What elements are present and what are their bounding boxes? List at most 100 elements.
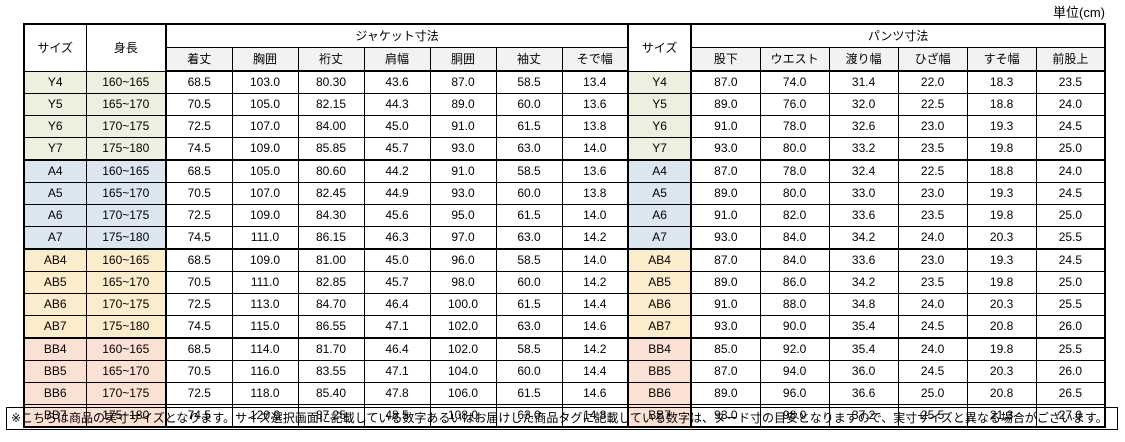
jacket-value-cell: 100.0 bbox=[429, 293, 497, 316]
jacket-value-cell: 95.0 bbox=[429, 204, 497, 227]
pants-value-cell: 24.5 bbox=[897, 360, 968, 383]
pants-value-cell: 87.0 bbox=[690, 159, 761, 183]
jacket-value-cell: 72.5 bbox=[165, 115, 233, 138]
size-row: AB7 175~180 74.5 115.0 86.55 47.1 102.0 63.0 14.… bbox=[23, 315, 1106, 339]
row-size-label: BB6 bbox=[23, 382, 87, 405]
jacket-value-cell: 105.0 bbox=[231, 93, 299, 116]
jacket-value-cell: 46.4 bbox=[363, 293, 431, 316]
pants-value-cell: 20.3 bbox=[966, 226, 1037, 250]
pants-value-cell: 35.4 bbox=[828, 337, 899, 361]
pants-column-header: 前股上 bbox=[1035, 47, 1106, 72]
jacket-value-cell: 45.6 bbox=[363, 204, 431, 227]
jacket-value-cell: 116.0 bbox=[231, 360, 299, 383]
size-chart-table: サイズ 身長 ジャケット寸法 サイズ パンツ寸法 着丈 胸囲 裄丈 肩幅 胴囲 袖丈 そで幅… bbox=[23, 23, 1107, 428]
pants-value-cell: 23.0 bbox=[897, 182, 968, 205]
note-text: ※こちらは商品の実寸サイズとなります。サイズ選択画面に記載している数字あるいはお… bbox=[11, 411, 1108, 425]
row-height-range: 170~175 bbox=[85, 382, 167, 405]
jacket-value-cell: 81.70 bbox=[297, 337, 365, 361]
pants-value-cell: 23.5 bbox=[1035, 70, 1106, 94]
jacket-value-cell: 113.0 bbox=[231, 293, 299, 316]
pants-value-cell: 89.0 bbox=[690, 182, 761, 205]
pants-value-cell: 26.0 bbox=[1035, 360, 1106, 383]
pants-value-cell: 88.0 bbox=[759, 293, 830, 316]
jacket-value-cell: 84.00 bbox=[297, 115, 365, 138]
row-height-range: 165~170 bbox=[85, 271, 167, 294]
pants-value-cell: 94.0 bbox=[759, 360, 830, 383]
jacket-value-cell: 114.0 bbox=[231, 337, 299, 361]
pants-value-cell: 91.0 bbox=[690, 115, 761, 138]
jacket-value-cell: 118.0 bbox=[231, 382, 299, 405]
pants-value-cell: 27.0 bbox=[1035, 404, 1106, 428]
pants-value-cell: 25.0 bbox=[897, 382, 968, 405]
jacket-value-cell: 13.6 bbox=[561, 159, 629, 183]
section-header-row: サイズ 身長 ジャケット寸法 サイズ パンツ寸法 bbox=[23, 23, 1106, 72]
jacket-value-cell: 14.2 bbox=[561, 226, 629, 250]
jacket-column-header: 胸囲 bbox=[231, 47, 299, 72]
jacket-value-cell: 107.0 bbox=[231, 182, 299, 205]
row-height-range: 165~170 bbox=[85, 93, 167, 116]
pants-value-cell: 25.5 bbox=[897, 404, 968, 428]
pants-value-cell: 84.0 bbox=[759, 248, 830, 272]
size-row: BB5 165~170 70.5 116.0 83.55 47.1 104.0 60.0 14.… bbox=[23, 360, 1106, 383]
jacket-value-cell: 87.0 bbox=[429, 70, 497, 94]
pants-value-cell: 19.8 bbox=[966, 337, 1037, 361]
pants-value-cell: 18.3 bbox=[966, 70, 1037, 94]
jacket-value-cell: 60.0 bbox=[495, 93, 563, 116]
pants-value-cell: 78.0 bbox=[759, 159, 830, 183]
pants-value-cell: 19.8 bbox=[966, 204, 1037, 227]
size-row: Y7 175~180 74.5 109.0 85.85 45.7 93.0 63.0 14.0 Y… bbox=[23, 137, 1106, 161]
row-size-label-right: AB6 bbox=[627, 293, 693, 316]
size-row: Y5 165~170 70.5 105.0 82.15 44.3 89.0 60.0 13.6 Y… bbox=[23, 93, 1106, 116]
pants-value-cell: 25.0 bbox=[1035, 137, 1106, 161]
pants-value-cell: 24.5 bbox=[1035, 248, 1106, 272]
size-row: A4 160~165 68.5 105.0 80.60 44.2 91.0 58.5 13.6 A… bbox=[23, 159, 1106, 183]
pants-value-cell: 74.0 bbox=[759, 70, 830, 94]
pants-value-cell: 18.8 bbox=[966, 93, 1037, 116]
pants-value-cell: 25.0 bbox=[1035, 271, 1106, 294]
jacket-value-cell: 86.55 bbox=[297, 315, 365, 339]
jacket-value-cell: 63.0 bbox=[495, 226, 563, 250]
jacket-value-cell: 93.0 bbox=[429, 137, 497, 161]
pants-value-cell: 22.5 bbox=[897, 159, 968, 183]
row-height-range: 160~165 bbox=[85, 70, 167, 94]
pants-value-cell: 89.0 bbox=[690, 271, 761, 294]
jacket-value-cell: 70.5 bbox=[165, 271, 233, 294]
jacket-value-cell: 63.0 bbox=[495, 404, 563, 428]
jacket-value-cell: 60.0 bbox=[495, 271, 563, 294]
jacket-value-cell: 68.5 bbox=[165, 70, 233, 94]
jacket-value-cell: 58.5 bbox=[495, 248, 563, 272]
jacket-value-cell: 14.4 bbox=[561, 360, 629, 383]
jacket-value-cell: 13.6 bbox=[561, 93, 629, 116]
pants-value-cell: 24.0 bbox=[897, 337, 968, 361]
jacket-value-cell: 102.0 bbox=[429, 337, 497, 361]
pants-value-cell: 24.0 bbox=[1035, 93, 1106, 116]
size-column-header-right: サイズ bbox=[627, 23, 693, 72]
pants-value-cell: 32.0 bbox=[828, 93, 899, 116]
row-height-range: 165~170 bbox=[85, 182, 167, 205]
jacket-value-cell: 47.1 bbox=[363, 360, 431, 383]
jacket-value-cell: 60.0 bbox=[495, 182, 563, 205]
jacket-value-cell: 91.0 bbox=[429, 115, 497, 138]
pants-value-cell: 91.0 bbox=[690, 204, 761, 227]
pants-column-header: 渡り幅 bbox=[828, 47, 899, 72]
pants-value-cell: 24.5 bbox=[1035, 182, 1106, 205]
row-size-label-right: A5 bbox=[627, 182, 693, 205]
jacket-value-cell: 80.30 bbox=[297, 70, 365, 94]
jacket-value-cell: 43.6 bbox=[363, 70, 431, 94]
pants-value-cell: 89.0 bbox=[690, 93, 761, 116]
row-height-range: 170~175 bbox=[85, 115, 167, 138]
pants-value-cell: 33.0 bbox=[828, 182, 899, 205]
size-row: A6 170~175 72.5 109.0 84.30 45.6 95.0 61.5 14.0 A… bbox=[23, 204, 1106, 227]
jacket-value-cell: 109.0 bbox=[231, 137, 299, 161]
row-size-label-right: BB6 bbox=[627, 382, 693, 405]
row-size-label-right: Y4 bbox=[627, 70, 693, 94]
row-size-label-right: BB7 bbox=[627, 404, 693, 428]
pants-value-cell: 22.5 bbox=[897, 93, 968, 116]
jacket-value-cell: 74.5 bbox=[165, 404, 233, 428]
jacket-value-cell: 13.8 bbox=[561, 115, 629, 138]
jacket-value-cell: 80.60 bbox=[297, 159, 365, 183]
jacket-column-header: 着丈 bbox=[165, 47, 233, 72]
jacket-value-cell: 68.5 bbox=[165, 337, 233, 361]
jacket-value-cell: 70.5 bbox=[165, 182, 233, 205]
row-size-label-right: Y7 bbox=[627, 137, 693, 161]
